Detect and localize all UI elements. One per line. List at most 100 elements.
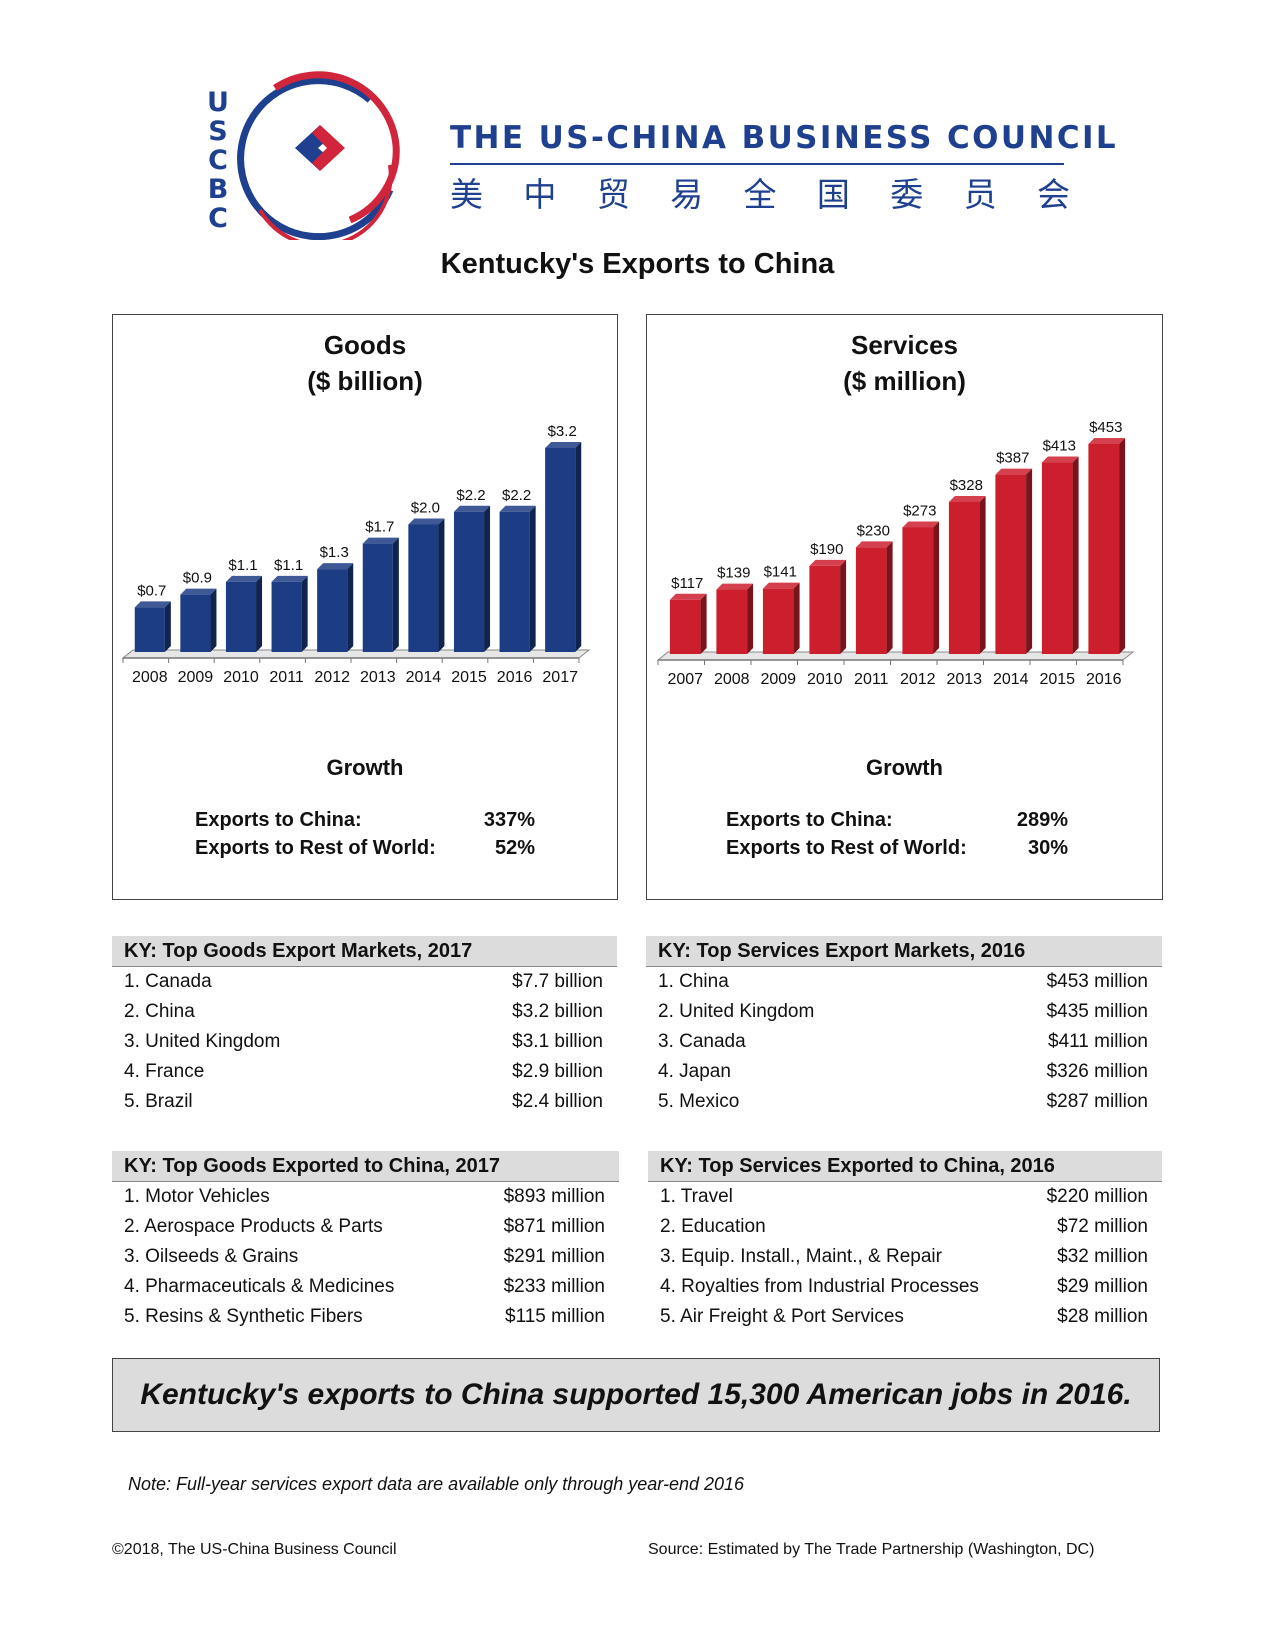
- bar-side: [438, 518, 445, 652]
- bar-top: [902, 521, 940, 528]
- bar-side: [700, 593, 707, 654]
- bar-side: [933, 521, 940, 654]
- services-to-china-table: KY: Top Services Exported to China, 2016…: [648, 1151, 1162, 1332]
- x-tick-label: 2015: [451, 669, 487, 686]
- bar-side: [164, 601, 171, 652]
- x-tick-label: 2014: [993, 671, 1029, 688]
- bar: [762, 582, 800, 654]
- bar: [948, 495, 986, 654]
- table-row: 1. China $453 million: [646, 967, 1162, 997]
- x-tick-label: 2010: [223, 669, 259, 686]
- chinese-char: 易: [670, 175, 704, 214]
- x-tick-label: 2015: [1039, 671, 1075, 688]
- bar-front: [134, 607, 165, 652]
- bar-data-label: $3.2: [548, 423, 577, 440]
- bar-top: [499, 505, 536, 512]
- x-tick-label: 2014: [406, 669, 442, 686]
- bar-data-label: $230: [857, 522, 890, 539]
- table-row: 3. Canada $411 million: [646, 1027, 1162, 1057]
- chinese-char: 国: [816, 175, 850, 214]
- organization-name: THE US-CHINA BUSINESS COUNCIL: [450, 120, 1119, 156]
- bar-data-label: $190: [810, 541, 843, 558]
- bar-side: [575, 442, 582, 652]
- logo-letter: B: [207, 174, 229, 205]
- bar-top: [362, 537, 399, 544]
- bar-data-label: $1.7: [365, 519, 394, 536]
- chinese-char: 中: [523, 175, 557, 214]
- bar-top: [762, 582, 800, 589]
- bar-front: [716, 589, 748, 654]
- bar: [225, 575, 263, 652]
- bar-front: [902, 527, 934, 654]
- row-name: 4. Japan: [658, 1061, 731, 1082]
- bar: [545, 442, 582, 652]
- bar-data-label: $141: [764, 564, 797, 581]
- row-value: $435 million: [1046, 1001, 1148, 1022]
- services-growth-value-world: 30%: [1027, 837, 1068, 859]
- table-header: KY: Top Services Export Markets, 2016: [646, 936, 1162, 967]
- row-value: $32 million: [1057, 1246, 1148, 1267]
- bar-data-label: $2.0: [411, 500, 440, 517]
- row-name: 1. Canada: [124, 971, 212, 992]
- bar-top: [134, 601, 171, 608]
- bar-data-label: $0.9: [183, 570, 212, 587]
- table-row: 3. Oilseeds & Grains $291 million: [112, 1242, 619, 1272]
- copyright: ©2018, The US-China Business Council: [112, 1541, 397, 1558]
- services-growth-label-china: Exports to China:: [726, 809, 893, 831]
- bar-front: [948, 501, 980, 654]
- bar: [669, 593, 707, 654]
- table-row: 1. Canada $7.7 billion: [112, 967, 617, 997]
- bar-data-label: $0.7: [137, 582, 166, 599]
- services-growth-title: Growth: [866, 755, 943, 780]
- logo-letters: U S C B C: [203, 88, 233, 233]
- chinese-char: 贸: [596, 175, 630, 214]
- row-name: 5. Resins & Synthetic Fibers: [124, 1306, 363, 1327]
- bar-data-label: $413: [1043, 438, 1076, 455]
- bar-side: [392, 537, 399, 652]
- bar-data-label: $453: [1089, 419, 1122, 436]
- goods-chart-unit: ($ billion): [307, 366, 423, 396]
- bar-data-label: $117: [671, 575, 703, 592]
- bar-top: [317, 563, 354, 570]
- bar-side: [347, 563, 354, 652]
- goods-chart-panel: Goods ($ billion) $0.7 2008 $0.9 2009 $1.1 20…: [112, 314, 618, 900]
- bar-front: [408, 524, 439, 652]
- table-row: 2. Education $72 million: [648, 1212, 1162, 1242]
- bar: [362, 537, 399, 652]
- table-row: 1. Travel $220 million: [648, 1182, 1162, 1212]
- chinese-char: 全: [743, 175, 777, 214]
- bar-front: [317, 569, 348, 652]
- table-row: 3. United Kingdom $3.1 billion: [112, 1027, 617, 1057]
- bar: [317, 563, 354, 652]
- bar-top: [545, 442, 582, 448]
- row-value: $115 million: [505, 1306, 605, 1327]
- goods-markets-table: KY: Top Goods Export Markets, 2017 1. Ca…: [112, 936, 617, 1117]
- organization-name-chinese: 美 中 贸 易 全 国 委 员 会: [450, 168, 1070, 216]
- x-tick-label: 2013: [946, 671, 982, 688]
- row-name: 1. Motor Vehicles: [124, 1186, 270, 1207]
- bar: [271, 575, 308, 652]
- bar-side: [256, 575, 263, 652]
- bar: [716, 583, 754, 654]
- row-name: 2. Education: [660, 1216, 766, 1237]
- bar: [408, 518, 445, 652]
- row-value: $893 million: [503, 1186, 605, 1207]
- bar-front: [995, 474, 1027, 654]
- table-row: 2. China $3.2 billion: [112, 997, 617, 1027]
- bar: [499, 505, 536, 652]
- bar-front: [453, 511, 485, 652]
- x-tick-label: 2008: [132, 669, 168, 686]
- bar-data-label: $1.1: [274, 557, 303, 574]
- bar-front: [1088, 444, 1120, 654]
- bar-front: [225, 581, 257, 652]
- row-value: $326 million: [1046, 1061, 1148, 1082]
- x-tick-label: 2007: [667, 671, 703, 688]
- bar-front: [271, 581, 302, 652]
- bar-side: [886, 541, 893, 654]
- logo-letter: S: [208, 116, 228, 147]
- table-row: 4. Pharmaceuticals & Medicines $233 milli…: [112, 1272, 619, 1302]
- table-header: KY: Top Goods Exported to China, 2017: [112, 1151, 619, 1182]
- bar-data-label: $139: [717, 565, 750, 582]
- goods-chart-title: Goods: [323, 330, 407, 360]
- bar-side: [1072, 456, 1079, 654]
